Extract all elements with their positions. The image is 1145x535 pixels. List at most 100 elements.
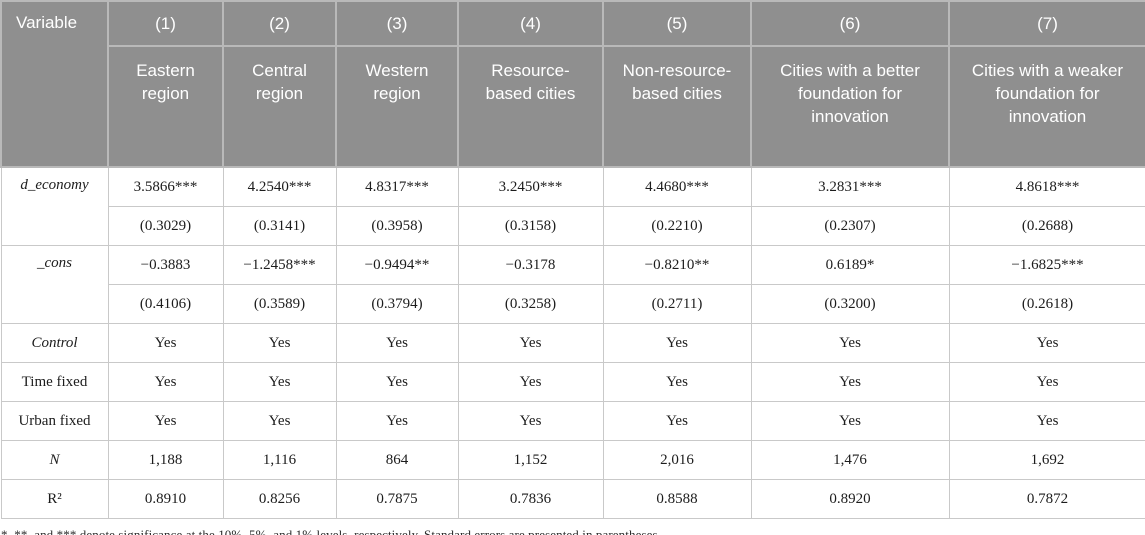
row-label-r2: R² <box>0 479 109 519</box>
header-col-label-6: Cities with a better foundation for inno… <box>750 45 950 168</box>
coefficient-cell: −0.3883 <box>107 245 224 285</box>
header-col-label-5: Non-resource-based cities <box>602 45 752 168</box>
header-col-number-3: (3) <box>335 0 459 47</box>
header-col-number-7: (7) <box>948 0 1145 47</box>
header-col-label-4: Resource-based cities <box>457 45 604 168</box>
std-error-cell: (0.3158) <box>457 206 604 246</box>
std-error-cell: (0.4106) <box>107 284 224 324</box>
row-label-control: Control <box>0 323 109 363</box>
value-cell: Yes <box>222 401 337 441</box>
header-col-label-1: Eastern region <box>107 45 224 168</box>
value-cell: 0.7836 <box>457 479 604 519</box>
coefficient-cell: 4.8618*** <box>948 166 1145 207</box>
coefficient-cell: 3.5866*** <box>107 166 224 207</box>
coefficient-cell: 4.4680*** <box>602 166 752 207</box>
std-error-cell: (0.3200) <box>750 284 950 324</box>
header-col-number-6: (6) <box>750 0 950 47</box>
std-error-cell: (0.2210) <box>602 206 752 246</box>
row-time-fixed: Time fixed Yes Yes Yes Yes Yes Yes Yes <box>0 362 1145 402</box>
value-cell: 1,476 <box>750 440 950 480</box>
regression-results-table: Variable (1) (2) (3) (4) (5) (6) (7) Eas… <box>0 0 1145 519</box>
std-error-cell: (0.2688) <box>948 206 1145 246</box>
value-cell: Yes <box>457 362 604 402</box>
value-cell: Yes <box>602 362 752 402</box>
value-cell: 0.8910 <box>107 479 224 519</box>
coefficient-cell: 4.8317*** <box>335 166 459 207</box>
value-cell: 0.8920 <box>750 479 950 519</box>
value-cell: Yes <box>750 401 950 441</box>
value-cell: Yes <box>457 401 604 441</box>
row-observations: N 1,188 1,116 864 1,152 2,016 1,476 1,69… <box>0 440 1145 480</box>
significance-footnote: *, **, and *** denote significance at th… <box>1 527 661 535</box>
value-cell: Yes <box>222 323 337 363</box>
row-label-time-fixed: Time fixed <box>0 362 109 402</box>
value-cell: Yes <box>335 362 459 402</box>
std-error-cell: (0.3029) <box>107 206 224 246</box>
value-cell: Yes <box>948 323 1145 363</box>
value-cell: Yes <box>457 323 604 363</box>
value-cell: Yes <box>335 323 459 363</box>
value-cell: 0.7875 <box>335 479 459 519</box>
header-col-label-3: Western region <box>335 45 459 168</box>
row-urban-fixed: Urban fixed Yes Yes Yes Yes Yes Yes Yes <box>0 401 1145 441</box>
header-col-number-5: (5) <box>602 0 752 47</box>
coefficient-cell: 3.2831*** <box>750 166 950 207</box>
row-label-cons: _cons <box>0 245 109 324</box>
row-d-economy-std-errors: (0.3029) (0.3141) (0.3958) (0.3158) (0.2… <box>1 206 1145 246</box>
value-cell: 0.8588 <box>602 479 752 519</box>
value-cell: Yes <box>750 362 950 402</box>
std-error-cell: (0.3589) <box>222 284 337 324</box>
row-cons-coefficients: _cons −0.3883 −1.2458*** −0.9494** −0.31… <box>0 245 1145 324</box>
std-error-cell: (0.3258) <box>457 284 604 324</box>
value-cell: Yes <box>750 323 950 363</box>
header-col-label-7: Cities with a weaker foundation for inno… <box>948 45 1145 168</box>
value-cell: 2,016 <box>602 440 752 480</box>
value-cell: Yes <box>602 401 752 441</box>
coefficient-cell: −1.2458*** <box>222 245 337 285</box>
row-label-n: N <box>0 440 109 480</box>
value-cell: Yes <box>222 362 337 402</box>
std-error-cell: (0.3794) <box>335 284 459 324</box>
header-variable: Variable <box>0 0 109 168</box>
value-cell: Yes <box>602 323 752 363</box>
value-cell: Yes <box>335 401 459 441</box>
table-header: Variable (1) (2) (3) (4) (5) (6) (7) Eas… <box>0 0 1145 168</box>
coefficient-cell: 0.6189* <box>750 245 950 285</box>
row-control: Control Yes Yes Yes Yes Yes Yes Yes <box>0 323 1145 363</box>
header-col-number-1: (1) <box>107 0 224 47</box>
value-cell: 0.7872 <box>948 479 1145 519</box>
coefficient-cell: −1.6825*** <box>948 245 1145 285</box>
header-col-number-4: (4) <box>457 0 604 47</box>
coefficient-cell: 4.2540*** <box>222 166 337 207</box>
value-cell: 1,116 <box>222 440 337 480</box>
std-error-cell: (0.2618) <box>948 284 1145 324</box>
value-cell: 1,692 <box>948 440 1145 480</box>
std-error-cell: (0.2307) <box>750 206 950 246</box>
coefficient-cell: −0.9494** <box>335 245 459 285</box>
value-cell: Yes <box>948 362 1145 402</box>
value-cell: Yes <box>107 362 224 402</box>
row-label-urban-fixed: Urban fixed <box>0 401 109 441</box>
header-col-label-2: Central region <box>222 45 337 168</box>
header-col-number-2: (2) <box>222 0 337 47</box>
row-cons-std-errors: (0.4106) (0.3589) (0.3794) (0.3258) (0.2… <box>1 284 1145 324</box>
std-error-cell: (0.3958) <box>335 206 459 246</box>
value-cell: Yes <box>107 323 224 363</box>
coefficient-cell: −0.3178 <box>457 245 604 285</box>
table-body: d_economy 3.5866*** 4.2540*** 4.8317*** … <box>0 166 1145 519</box>
row-r-squared: R² 0.8910 0.8256 0.7875 0.7836 0.8588 0.… <box>0 479 1145 519</box>
row-label-d-economy: d_economy <box>0 166 109 246</box>
value-cell: 1,152 <box>457 440 604 480</box>
coefficient-cell: 3.2450*** <box>457 166 604 207</box>
std-error-cell: (0.3141) <box>222 206 337 246</box>
row-d-economy-coefficients: d_economy 3.5866*** 4.2540*** 4.8317*** … <box>0 166 1145 246</box>
std-error-cell: (0.2711) <box>602 284 752 324</box>
value-cell: Yes <box>948 401 1145 441</box>
coefficient-cell: −0.8210** <box>602 245 752 285</box>
value-cell: Yes <box>107 401 224 441</box>
header-row-labels: Eastern region Central region Western re… <box>1 45 1145 168</box>
value-cell: 1,188 <box>107 440 224 480</box>
value-cell: 0.8256 <box>222 479 337 519</box>
header-row-numbers: Variable (1) (2) (3) (4) (5) (6) (7) <box>0 0 1145 168</box>
